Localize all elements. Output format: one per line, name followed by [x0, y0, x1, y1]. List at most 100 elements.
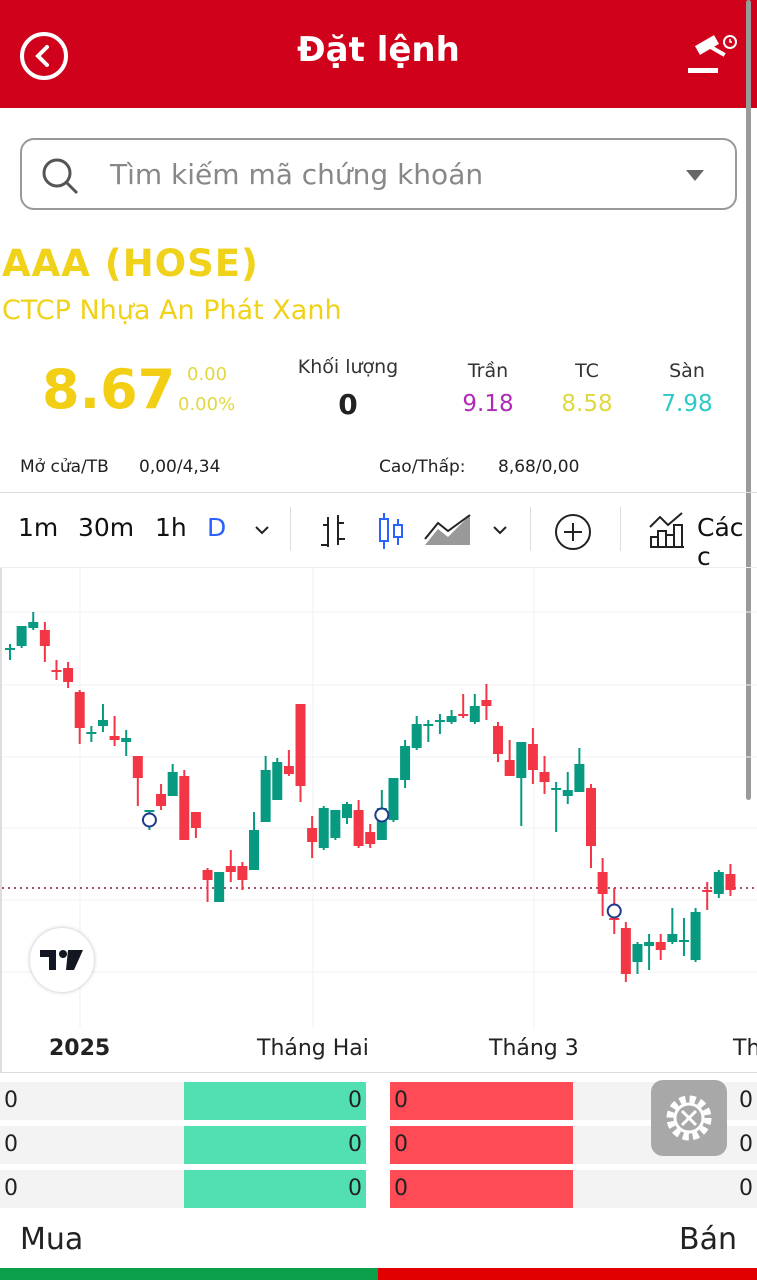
buy-label[interactable]: Mua [20, 1222, 84, 1257]
floor-label: Sàn [669, 360, 705, 382]
search-placeholder: Tìm kiếm mã chứng khoán [110, 158, 484, 191]
timeframe-1m[interactable]: 1m [18, 513, 59, 542]
timeframe-d[interactable]: D [207, 513, 227, 542]
bid-volume[interactable]: 0 [0, 1170, 184, 1208]
current-price: 8.67 [42, 358, 176, 421]
gavel-clock-icon [688, 35, 737, 73]
candle-body [121, 738, 132, 742]
candle-body [272, 762, 283, 800]
candle-body [586, 788, 596, 846]
candle-body [365, 832, 376, 844]
candle-body [527, 744, 538, 770]
candlestick-chart-type-icon[interactable] [376, 511, 406, 551]
chart-toolbar: 1m 30m 1h D Các c [0, 492, 757, 571]
buy-button[interactable] [0, 1268, 378, 1280]
candle-body [330, 810, 341, 838]
candle-body [307, 828, 318, 842]
reference-price: 8.58 [561, 391, 613, 417]
candle-body [237, 866, 248, 880]
ask-price[interactable]: 0 [390, 1126, 573, 1164]
candle-body [63, 668, 74, 682]
volume-label: Khối lượng [297, 356, 399, 378]
candle-body [109, 736, 120, 740]
scrollbar[interactable] [746, 0, 751, 800]
bid-price[interactable]: 0 [184, 1126, 366, 1164]
candle-body [458, 714, 469, 716]
candle-body [16, 626, 27, 646]
bid-price[interactable]: 0 [184, 1170, 366, 1208]
tradingview-logo-icon [40, 950, 83, 970]
ask-price[interactable]: 0 [390, 1082, 573, 1120]
bid-volume[interactable]: 0 [0, 1126, 184, 1164]
order-history-button[interactable] [686, 34, 738, 82]
back-arrow-icon [35, 45, 49, 67]
candle-body [318, 808, 329, 848]
caret-down-icon[interactable] [686, 170, 704, 182]
ceiling-label: Trần [467, 360, 509, 382]
candle-body [74, 692, 85, 728]
chart-plot[interactable] [2, 568, 757, 1028]
event-marker [606, 903, 622, 919]
candle-body [411, 724, 422, 748]
candle-body [97, 720, 108, 726]
candle-body [156, 794, 167, 806]
open-avg-value: 0,00/4,34 [139, 457, 221, 477]
chevron-down-icon[interactable] [254, 525, 270, 535]
candle-body [5, 648, 15, 650]
event-marker [374, 807, 390, 823]
bar-chart-type-icon[interactable] [318, 513, 348, 549]
sell-label[interactable]: Bán [679, 1222, 737, 1257]
candle-body [597, 872, 608, 894]
divider [530, 507, 531, 551]
ask-volume[interactable]: 0 [573, 1170, 757, 1208]
volume-value: 0 [338, 388, 358, 421]
candle-body [493, 726, 504, 754]
candle-body [504, 760, 515, 776]
open-avg-label: Mở cửa/TB [20, 457, 109, 477]
candle-body [51, 670, 62, 672]
ask-price[interactable]: 0 [390, 1170, 573, 1208]
settings-tools-button[interactable] [651, 1080, 727, 1156]
candle-body [341, 804, 352, 818]
chevron-down-icon[interactable] [492, 525, 508, 535]
candle-body [388, 778, 399, 820]
candle-body [202, 870, 213, 880]
candle-body [144, 810, 155, 812]
timeframe-30m[interactable]: 30m [78, 513, 135, 542]
app-header: Đặt lệnh [0, 0, 757, 108]
candle-body [214, 872, 225, 902]
x-tick-label: Th [733, 1036, 757, 1061]
search-icon [42, 158, 79, 195]
candle-body [179, 776, 190, 840]
indicators-label[interactable]: Các c [697, 513, 744, 571]
candle-body [39, 630, 50, 646]
back-button[interactable] [20, 32, 68, 80]
candlestick-chart[interactable]: 2025 Tháng Hai Tháng 3 Th [0, 568, 757, 1073]
candle-body [516, 742, 527, 778]
x-tick-label: Tháng Hai [257, 1036, 369, 1061]
reference-label: TC [575, 360, 599, 382]
candle-body [260, 770, 271, 822]
add-plus-circle-icon[interactable] [554, 513, 592, 551]
candle-body [632, 944, 643, 962]
area-chart-type-icon[interactable] [424, 513, 472, 547]
candle-body [539, 772, 550, 782]
timeframe-1h[interactable]: 1h [155, 513, 187, 542]
candle-body [190, 812, 201, 828]
tradingview-logo[interactable] [30, 928, 94, 992]
candle-body [283, 766, 294, 774]
x-tick-label: 2025 [49, 1036, 111, 1061]
floor-price: 7.98 [661, 391, 713, 417]
bid-price[interactable]: 0 [184, 1082, 366, 1120]
candle-body [620, 928, 631, 974]
stock-search-input[interactable]: Tìm kiếm mã chứng khoán [20, 138, 737, 210]
indicators-icon[interactable] [648, 511, 686, 549]
candle-body [446, 716, 457, 722]
candle-body [132, 756, 143, 778]
stock-symbol: AAA (HOSE) [2, 242, 259, 285]
divider [290, 507, 291, 551]
sell-button[interactable] [378, 1268, 757, 1280]
price-change-percent: 0.00% [178, 394, 236, 415]
bid-volume[interactable]: 0 [0, 1082, 184, 1120]
candle-body [551, 788, 562, 790]
